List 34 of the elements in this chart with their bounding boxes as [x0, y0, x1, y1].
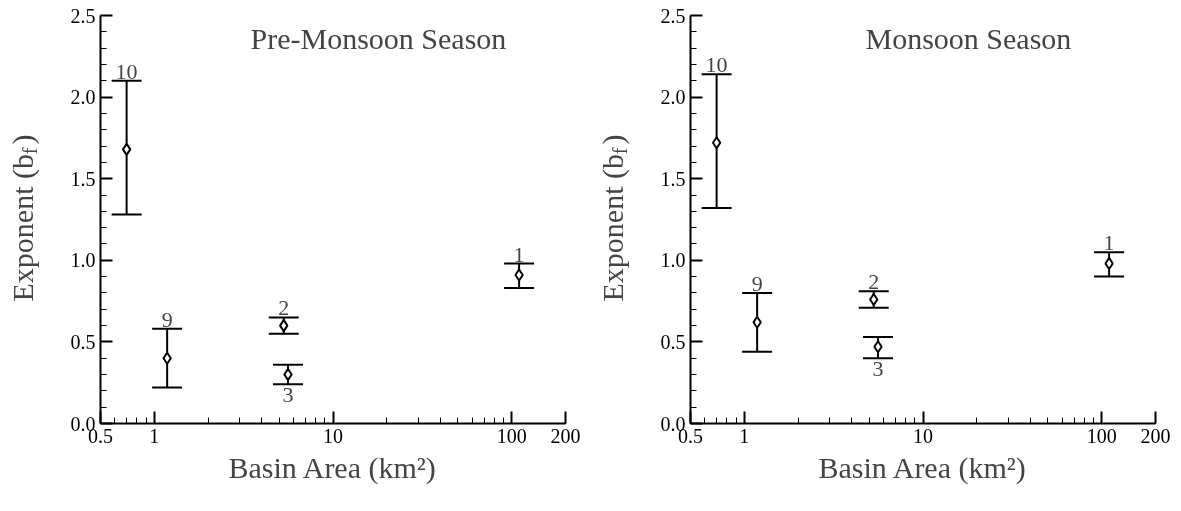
x-tick-label: 100: [496, 424, 527, 447]
y-tick-label: 1.0: [660, 249, 686, 272]
annotation: 9: [161, 306, 173, 332]
x-axis-title: Basin Area (km²): [228, 450, 436, 485]
y-tick-label: 2.0: [70, 86, 96, 109]
y-tick-label: 2.5: [70, 4, 96, 27]
x-axis-title: Basin Area (km²): [818, 450, 1026, 485]
y-tick-label: 0.5: [70, 330, 96, 353]
y-tick-label: 0.5: [660, 330, 686, 353]
y-axis-title: Exponent (bf): [6, 134, 41, 302]
annotation: 3: [282, 382, 294, 408]
annotation: 2: [868, 269, 880, 295]
annotation: 10: [115, 58, 138, 84]
annotation: 2: [278, 295, 290, 321]
y-axis-title: Exponent (bf): [596, 134, 631, 302]
x-tick-label: 200: [550, 424, 581, 447]
y-tick-label: 2.5: [660, 4, 686, 27]
annotation: 1: [513, 241, 525, 267]
annotation: 1: [1103, 230, 1115, 256]
x-tick-label: 10: [323, 424, 343, 447]
y-tick-label: 1.5: [70, 167, 96, 190]
annotation: 10: [705, 52, 728, 78]
x-tick-label: 10: [913, 424, 933, 447]
y-tick-label: 1.5: [660, 167, 686, 190]
chart-title: Pre-Monsoon Season: [250, 22, 507, 55]
x-tick-label: 200: [1140, 424, 1171, 447]
y-tick-label: 2.0: [660, 86, 686, 109]
x-tick-label: 1: [149, 424, 160, 447]
chart-title: Monsoon Season: [865, 22, 1072, 55]
annotation: 9: [751, 270, 763, 296]
y-tick-label: 1.0: [70, 249, 96, 272]
x-tick-label: 1: [739, 424, 750, 447]
annotation: 3: [872, 356, 884, 382]
x-tick-label: 100: [1086, 424, 1117, 447]
